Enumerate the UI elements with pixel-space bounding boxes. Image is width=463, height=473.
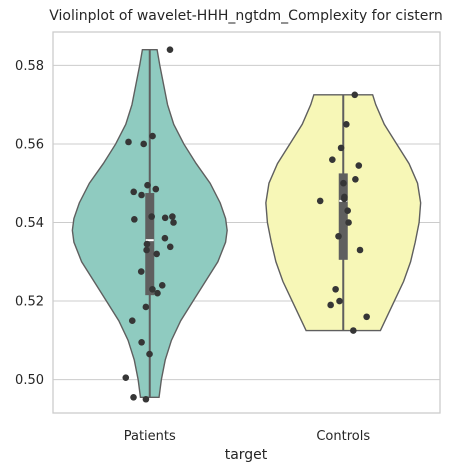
data-point — [137, 268, 145, 275]
data-point — [166, 46, 174, 53]
data-point — [143, 240, 151, 248]
data-point — [128, 317, 136, 325]
data-point — [363, 313, 370, 321]
data-point — [161, 214, 169, 222]
x-tick-label: Patients — [124, 429, 176, 444]
data-point — [125, 138, 132, 146]
data-point — [138, 191, 145, 199]
data-point — [350, 327, 357, 334]
data-point — [122, 374, 130, 381]
data-point — [131, 216, 138, 223]
data-point — [335, 232, 342, 240]
data-point — [169, 213, 176, 220]
data-point — [144, 181, 151, 189]
data-point — [345, 219, 352, 226]
data-point — [140, 140, 147, 148]
data-point — [337, 144, 345, 152]
data-point — [154, 289, 161, 297]
data-point — [336, 297, 343, 305]
data-point — [152, 185, 160, 193]
y-tick-label: 0.54 — [15, 216, 44, 231]
data-point — [158, 282, 166, 289]
data-point — [340, 179, 347, 187]
data-point — [142, 395, 150, 403]
data-point — [316, 197, 324, 205]
violins — [71, 48, 422, 398]
y-tick-labels: 0.50 0.52 0.54 0.56 0.58 — [15, 59, 44, 388]
data-point — [327, 301, 334, 309]
data-point — [351, 91, 359, 99]
x-tick-label: Controls — [316, 429, 370, 444]
data-point — [143, 246, 150, 254]
data-point — [170, 219, 177, 226]
data-point — [149, 285, 156, 293]
data-points — [122, 46, 370, 403]
data-point — [130, 393, 137, 401]
data-point — [166, 243, 174, 251]
data-point — [161, 234, 169, 242]
data-point — [344, 207, 351, 215]
plot-frame — [52, 31, 441, 414]
data-point — [130, 188, 137, 196]
violin-iqr-box — [338, 173, 348, 260]
x-tick-labels: Patients Controls — [124, 429, 371, 444]
data-point — [149, 132, 156, 140]
data-point — [142, 303, 150, 311]
data-point — [332, 285, 339, 293]
data-point — [138, 339, 145, 346]
y-tick-label: 0.50 — [15, 373, 44, 388]
data-point — [356, 246, 364, 254]
data-point — [352, 175, 359, 183]
data-point — [148, 213, 155, 220]
chart-title: Violinplot of wavelet-HHH_ngtdm_Complexi… — [49, 8, 443, 24]
data-point — [355, 162, 363, 169]
data-point — [153, 250, 160, 258]
data-point — [329, 156, 336, 163]
data-point — [146, 350, 153, 358]
x-axis-label: target — [225, 447, 268, 463]
y-tick-label: 0.56 — [15, 137, 44, 152]
y-tick-label: 0.52 — [15, 295, 44, 310]
data-point — [341, 195, 348, 203]
data-point — [343, 121, 350, 128]
y-tick-label: 0.58 — [15, 59, 44, 74]
